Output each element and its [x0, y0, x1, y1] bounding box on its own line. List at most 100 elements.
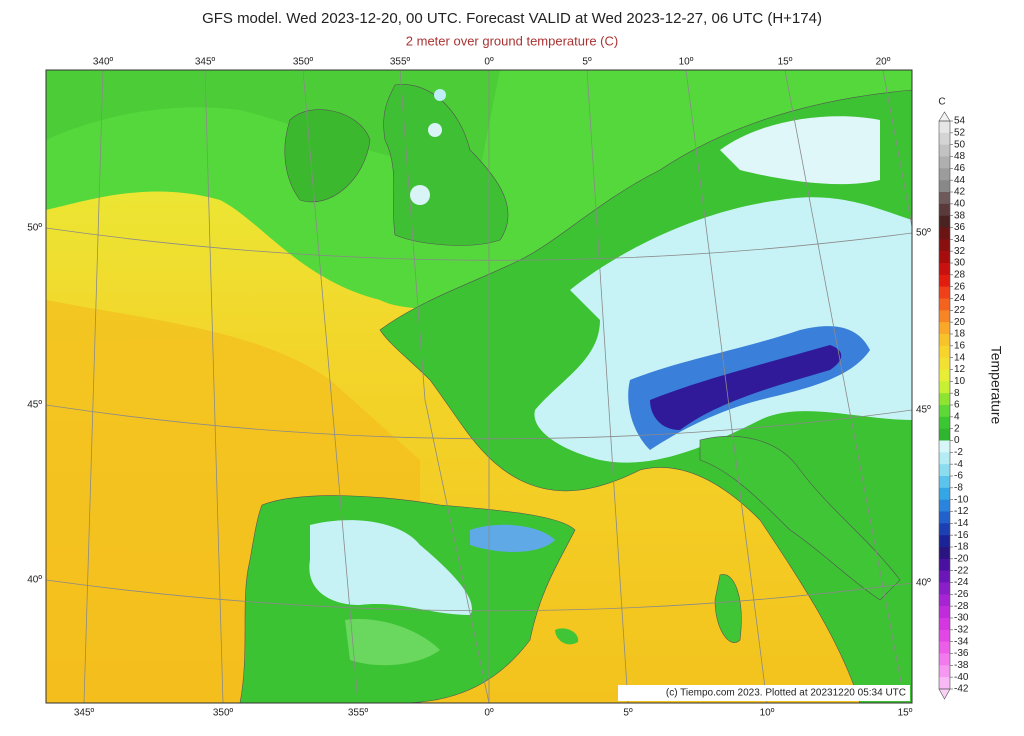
colorbar-tick-label: 22	[954, 305, 966, 316]
colorbar-swatch	[939, 393, 950, 406]
colorbar-tick-label: -38	[954, 660, 969, 671]
left-lat-label: 45º	[27, 400, 42, 411]
colorbar-tick-label: -2	[954, 447, 963, 458]
top-lon-label: 20º	[876, 57, 891, 68]
colorbar-swatch	[939, 180, 950, 193]
colorbar-tick-label: 26	[954, 281, 966, 292]
colorbar-tick-label: -32	[954, 624, 969, 635]
colorbar-tick-label: -22	[954, 565, 969, 576]
left-lat-label: 50º	[27, 223, 42, 234]
colorbar-tick-label: 2	[954, 423, 960, 434]
colorbar-tick-label: 30	[954, 258, 966, 269]
colorbar-swatch	[939, 227, 950, 240]
colorbar-swatch	[939, 535, 950, 548]
colorbar-swatch	[939, 239, 950, 252]
bottom-lon-label: 15º	[898, 708, 913, 719]
colorbar-swatch	[939, 641, 950, 654]
left-lat-label: 40º	[27, 575, 42, 586]
colorbar-swatch	[939, 369, 950, 382]
top-lon-label: 0º	[484, 57, 494, 68]
colorbar-swatch	[939, 606, 950, 619]
bottom-lon-label: 10º	[760, 708, 775, 719]
colorbar-swatch	[939, 428, 950, 441]
colorbar-tick-label: 16	[954, 340, 966, 351]
colorbar-swatch	[939, 322, 950, 335]
colorbar-swatch	[939, 168, 950, 181]
colorbar-swatch	[939, 192, 950, 205]
top-lon-label: 5º	[582, 57, 592, 68]
colorbar-tick-label: 54	[954, 116, 966, 127]
colorbar-tick-label: 20	[954, 317, 966, 328]
colorbar-swatch	[939, 570, 950, 583]
colorbar-tick-label: 8	[954, 388, 960, 399]
bottom-lon-label: 0º	[484, 708, 494, 719]
map	[46, 70, 912, 703]
bottom-lon-label: 345º	[74, 708, 95, 719]
colorbar-swatch	[939, 558, 950, 571]
colorbar-swatch	[939, 665, 950, 678]
colorbar-swatch	[939, 653, 950, 666]
colorbar-swatch	[939, 345, 950, 358]
colorbar-swatch	[939, 121, 950, 134]
colorbar-tick-label: 28	[954, 269, 966, 280]
colorbar-swatch	[939, 476, 950, 489]
colorbar-swatch	[939, 132, 950, 145]
right-lat-label: 40º	[916, 578, 931, 589]
top-lon-label: 345º	[195, 57, 216, 68]
bottom-lon-label: 355º	[348, 708, 369, 719]
colorbar-tick-label: 52	[954, 127, 966, 138]
colorbar-swatch	[939, 440, 950, 453]
colorbar-swatch	[939, 582, 950, 595]
colorbar-tick-label: 46	[954, 163, 966, 174]
colorbar-swatch	[939, 629, 950, 642]
colorbar-tick-label: 4	[954, 411, 960, 422]
colorbar-tick-label: 48	[954, 151, 966, 162]
colorbar-tick-label: -24	[954, 577, 969, 588]
colorbar-tick-label: -34	[954, 636, 969, 647]
colorbar-tick-label: 6	[954, 400, 960, 411]
colorbar-swatch	[939, 618, 950, 631]
colorbar-tick-label: -20	[954, 553, 969, 564]
colorbar-tick-label: -6	[954, 471, 963, 482]
colorbar-swatch	[939, 547, 950, 560]
colorbar-swatch	[939, 334, 950, 347]
colorbar-unit: C	[938, 97, 945, 108]
top-lon-label: 355º	[390, 57, 411, 68]
colorbar-tick-label: -28	[954, 601, 969, 612]
colorbar-tick-label: 10	[954, 376, 966, 387]
colorbar-tick-label: 40	[954, 198, 966, 209]
colorbar-label: Temperature	[988, 346, 1004, 425]
title: GFS model. Wed 2023-12-20, 00 UTC. Forec…	[202, 10, 822, 27]
graticule-labels: 340º 345º 350º 355º 0º 5º 10º 15º 20º 345º 350º 355…	[27, 57, 931, 719]
colorbar-swatch	[939, 251, 950, 264]
colorbar-tick-label: 50	[954, 139, 966, 150]
colorbar-tick-label: -10	[954, 494, 969, 505]
colorbar-tick-label: 44	[954, 175, 966, 186]
colorbar-tick-label: 14	[954, 352, 966, 363]
colorbar-tick-label: -30	[954, 613, 969, 624]
colorbar-swatch	[939, 677, 950, 690]
colorbar-swatch	[939, 464, 950, 477]
top-lon-label: 340º	[93, 57, 114, 68]
colorbar-tick-label: -42	[954, 684, 969, 695]
top-lon-label: 350º	[293, 57, 314, 68]
map-frame	[45, 69, 913, 704]
colorbar-tick-label: 12	[954, 364, 966, 375]
colorbar-swatch	[939, 274, 950, 287]
bottom-lon-label: 5º	[623, 708, 633, 719]
colorbar-top-arrow	[938, 111, 951, 122]
right-lat-label: 50º	[916, 228, 931, 239]
colorbar-tick-label: 32	[954, 246, 966, 257]
colorbar-swatch	[939, 298, 950, 311]
colorbar-tick-label: -16	[954, 530, 969, 541]
colorbar-swatch	[939, 263, 950, 276]
right-lat-label: 45º	[916, 405, 931, 416]
colorbar-swatch	[939, 357, 950, 370]
colorbar-tick-label: 38	[954, 210, 966, 221]
colorbar-tick-label: -4	[954, 459, 963, 470]
colorbar-swatch	[939, 499, 950, 512]
credit: (c) Tiempo.com 2023. Plotted at 20231220…	[666, 688, 906, 699]
top-lon-label: 10º	[679, 57, 694, 68]
subtitle: 2 meter over ground temperature (C)	[406, 33, 618, 48]
